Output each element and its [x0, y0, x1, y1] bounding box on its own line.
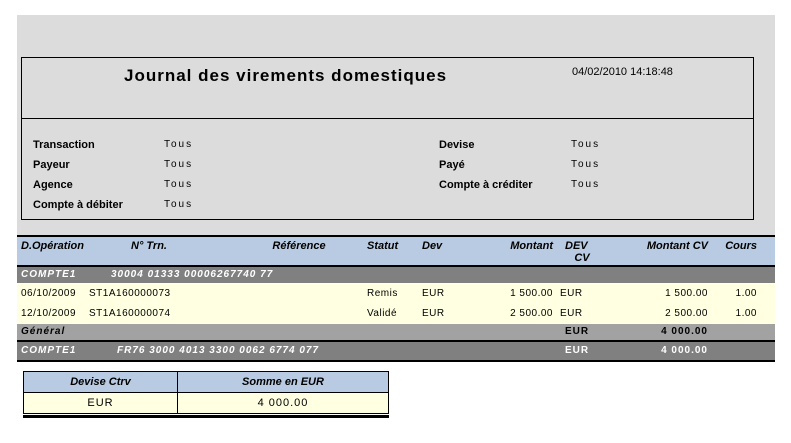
- cell-dev: EUR: [422, 288, 445, 299]
- report-page: Journal des virements domestiques 04/02/…: [17, 15, 775, 362]
- header-statut: Statut: [367, 240, 399, 252]
- summary-data-row: EUR 4 000.00: [24, 393, 388, 413]
- filter-value-agence: Tous: [164, 179, 194, 190]
- filter-label-compte-a-debiter: Compte à débiter: [33, 199, 123, 211]
- header-dev-cv-line1: DEV: [565, 240, 588, 252]
- cell-cours: 1.00: [735, 308, 757, 319]
- cell-montant: 2 500.00: [510, 308, 553, 319]
- general-label: Général: [21, 326, 66, 337]
- filter-value-payeur: Tous: [164, 159, 194, 170]
- cell-statut: Remis: [367, 288, 398, 299]
- filter-value-compte-a-crediter: Tous: [571, 179, 601, 190]
- group-account-name: COMPTE1: [21, 345, 77, 356]
- cell-statut: Validé: [367, 308, 398, 319]
- cell-date: 12/10/2009: [21, 308, 77, 319]
- filter-label-transaction: Transaction: [33, 139, 95, 151]
- summary-cell-devise: EUR: [24, 393, 178, 413]
- general-dev-cv: EUR: [565, 326, 590, 337]
- group-account-number: 30004 01333 00006267740 77: [111, 269, 274, 280]
- filter-label-paye: Payé: [439, 159, 465, 171]
- header-dev-cv-line2: CV: [574, 252, 590, 264]
- header-d-operation: D.Opération: [21, 240, 84, 252]
- cell-n-trn: ST1A160000073: [89, 288, 171, 299]
- general-montant-cv: 4 000.00: [661, 326, 708, 337]
- header-n-trn: N° Trn.: [131, 240, 167, 252]
- cell-montant-cv: 1 500.00: [665, 288, 708, 299]
- table-row: 12/10/2009 ST1A160000074 Validé EUR 2 50…: [17, 304, 775, 323]
- currency-summary-table: Devise Ctrv Somme en EUR EUR 4 000.00: [23, 371, 389, 414]
- summary-table-wrap: Devise Ctrv Somme en EUR EUR 4 000.00: [23, 371, 389, 418]
- filter-label-agence: Agence: [33, 179, 73, 191]
- header-cours: Cours: [725, 240, 757, 252]
- header-dev: Dev: [422, 240, 443, 252]
- summary-header-devise-ctrv: Devise Ctrv: [24, 372, 178, 392]
- filter-label-devise: Devise: [439, 139, 475, 151]
- general-total-row: Général EUR 4 000.00: [17, 323, 775, 340]
- cell-cours: 1.00: [735, 288, 757, 299]
- report-header-box: Journal des virements domestiques 04/02/…: [21, 57, 754, 220]
- header-montant-cv: Montant CV: [646, 240, 708, 252]
- cell-dev-cv: EUR: [560, 308, 583, 319]
- summary-header-somme-eur: Somme en EUR: [242, 376, 324, 388]
- cell-dev: EUR: [422, 308, 445, 319]
- filter-value-compte-a-debiter: Tous: [164, 199, 194, 210]
- header-dev-cv: DEV CV: [565, 240, 599, 264]
- cell-date: 06/10/2009: [21, 288, 77, 299]
- table-row: 06/10/2009 ST1A160000073 Remis EUR 1 500…: [17, 283, 775, 304]
- group-account-name: COMPTE1: [21, 269, 77, 280]
- group-montant-cv: 4 000.00: [661, 345, 708, 356]
- group-account-iban: FR76 3000 4013 3300 0062 6774 077: [117, 345, 320, 356]
- filter-value-transaction: Tous: [164, 139, 194, 150]
- header-divider: [22, 118, 753, 119]
- summary-cell-somme: 4 000.00: [257, 397, 309, 409]
- page-title: Journal des virements domestiques: [124, 66, 448, 85]
- summary-header-row: Devise Ctrv Somme en EUR: [24, 372, 388, 393]
- filter-label-payeur: Payeur: [33, 159, 70, 171]
- filter-value-paye: Tous: [571, 159, 601, 170]
- transfers-table: D.Opération N° Trn. Référence Statut Dev…: [17, 235, 775, 362]
- group-dev-cv: EUR: [565, 345, 590, 356]
- group-row-compte1-total: COMPTE1 FR76 3000 4013 3300 0062 6774 07…: [17, 340, 775, 360]
- header-montant: Montant: [510, 240, 553, 252]
- cell-dev-cv: EUR: [560, 288, 583, 299]
- cell-montant-cv: 2 500.00: [665, 308, 708, 319]
- cell-montant: 1 500.00: [510, 288, 553, 299]
- report-timestamp: 04/02/2010 14:18:48: [572, 66, 673, 78]
- cell-n-trn: ST1A160000074: [89, 308, 171, 319]
- group-row-compte1-debit: COMPTE1 30004 01333 00006267740 77: [17, 267, 775, 283]
- table-header-row: D.Opération N° Trn. Référence Statut Dev…: [17, 237, 775, 267]
- filter-value-devise: Tous: [571, 139, 601, 150]
- filter-label-compte-a-crediter: Compte à créditer: [439, 179, 533, 191]
- header-reference: Référence: [272, 240, 326, 252]
